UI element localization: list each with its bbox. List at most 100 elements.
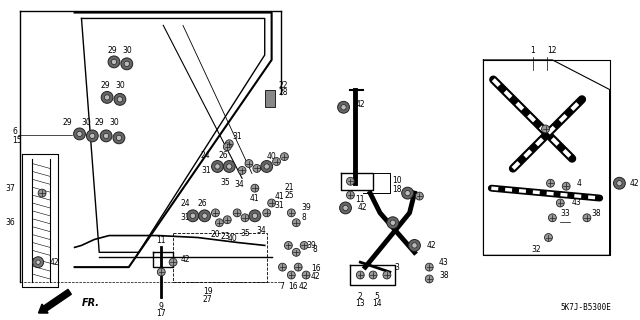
Circle shape (116, 135, 122, 140)
Text: 41: 41 (275, 192, 284, 201)
Text: 21: 21 (284, 183, 294, 192)
Text: 26: 26 (198, 199, 207, 208)
Circle shape (341, 105, 346, 110)
Text: 5K7J-B5300E: 5K7J-B5300E (561, 302, 612, 312)
Text: 42: 42 (357, 204, 367, 212)
Circle shape (74, 128, 85, 140)
Text: 29: 29 (100, 82, 110, 91)
Text: 24: 24 (180, 199, 190, 208)
Text: 9: 9 (159, 302, 164, 311)
Circle shape (101, 92, 113, 103)
Circle shape (284, 242, 292, 249)
Circle shape (541, 125, 550, 133)
Circle shape (346, 177, 355, 185)
Circle shape (545, 234, 552, 242)
FancyArrow shape (38, 289, 71, 313)
Text: 6: 6 (13, 127, 17, 136)
Circle shape (223, 161, 235, 172)
Text: 29: 29 (108, 46, 117, 55)
Circle shape (387, 217, 399, 229)
Circle shape (300, 242, 308, 249)
Circle shape (340, 202, 351, 214)
Circle shape (287, 271, 295, 279)
Text: 42: 42 (298, 282, 308, 291)
Circle shape (415, 192, 423, 200)
Text: 30: 30 (115, 82, 125, 91)
Circle shape (369, 271, 377, 279)
Circle shape (426, 275, 433, 283)
Text: 16: 16 (311, 264, 321, 273)
Text: 42: 42 (629, 179, 639, 188)
Circle shape (390, 220, 396, 225)
Text: 1: 1 (531, 46, 535, 55)
Text: 39: 39 (306, 242, 316, 251)
Text: 40: 40 (227, 234, 237, 243)
Circle shape (202, 213, 207, 219)
Circle shape (36, 260, 40, 264)
Text: 31: 31 (232, 132, 242, 141)
Text: 39: 39 (301, 204, 311, 212)
Circle shape (273, 157, 280, 165)
Circle shape (223, 143, 231, 151)
Circle shape (187, 210, 199, 222)
Text: 11: 11 (157, 236, 166, 245)
Text: 20: 20 (211, 230, 220, 239)
Circle shape (238, 166, 246, 174)
Circle shape (249, 210, 260, 222)
Text: 42: 42 (355, 100, 365, 109)
Circle shape (548, 214, 556, 222)
Circle shape (157, 268, 165, 276)
Circle shape (215, 164, 220, 169)
Circle shape (216, 219, 223, 227)
Text: 22: 22 (278, 81, 288, 90)
Circle shape (547, 179, 554, 187)
Text: 41: 41 (250, 194, 260, 203)
Circle shape (245, 160, 253, 167)
Circle shape (223, 216, 231, 224)
Text: 29: 29 (95, 118, 104, 127)
Text: 8: 8 (312, 245, 317, 254)
Text: 24: 24 (201, 151, 211, 160)
Text: 19: 19 (203, 287, 212, 296)
Circle shape (346, 191, 355, 199)
Circle shape (614, 177, 625, 189)
Text: 16: 16 (289, 282, 298, 291)
Text: 13: 13 (355, 299, 365, 308)
Circle shape (268, 199, 276, 207)
Circle shape (212, 209, 220, 217)
Circle shape (278, 263, 287, 271)
Text: 28: 28 (278, 88, 288, 97)
Text: 42: 42 (311, 273, 321, 282)
Circle shape (294, 263, 302, 271)
Text: 26: 26 (218, 151, 228, 160)
Text: 23: 23 (221, 232, 230, 241)
Circle shape (104, 95, 109, 100)
Text: 31: 31 (201, 166, 211, 175)
Text: 5: 5 (374, 292, 380, 301)
Text: 38: 38 (439, 270, 449, 280)
Text: 7: 7 (279, 282, 284, 291)
Circle shape (287, 209, 295, 217)
Circle shape (264, 164, 269, 169)
Text: 2: 2 (358, 292, 363, 301)
Text: 35: 35 (220, 178, 230, 187)
Text: 32: 32 (532, 245, 541, 254)
Circle shape (190, 213, 195, 219)
Circle shape (227, 164, 232, 169)
Circle shape (292, 248, 300, 256)
Text: 31: 31 (275, 202, 284, 211)
Circle shape (426, 263, 433, 271)
Circle shape (302, 271, 310, 279)
Bar (265, 90, 275, 107)
Text: 18: 18 (392, 185, 401, 194)
Text: 4: 4 (577, 179, 582, 188)
Circle shape (212, 161, 223, 172)
Circle shape (556, 199, 564, 207)
Circle shape (33, 257, 44, 268)
Circle shape (617, 180, 622, 186)
Text: 30: 30 (81, 118, 92, 127)
Text: 31: 31 (180, 213, 190, 222)
Circle shape (117, 97, 123, 102)
Text: 33: 33 (560, 209, 570, 218)
Circle shape (405, 190, 410, 196)
